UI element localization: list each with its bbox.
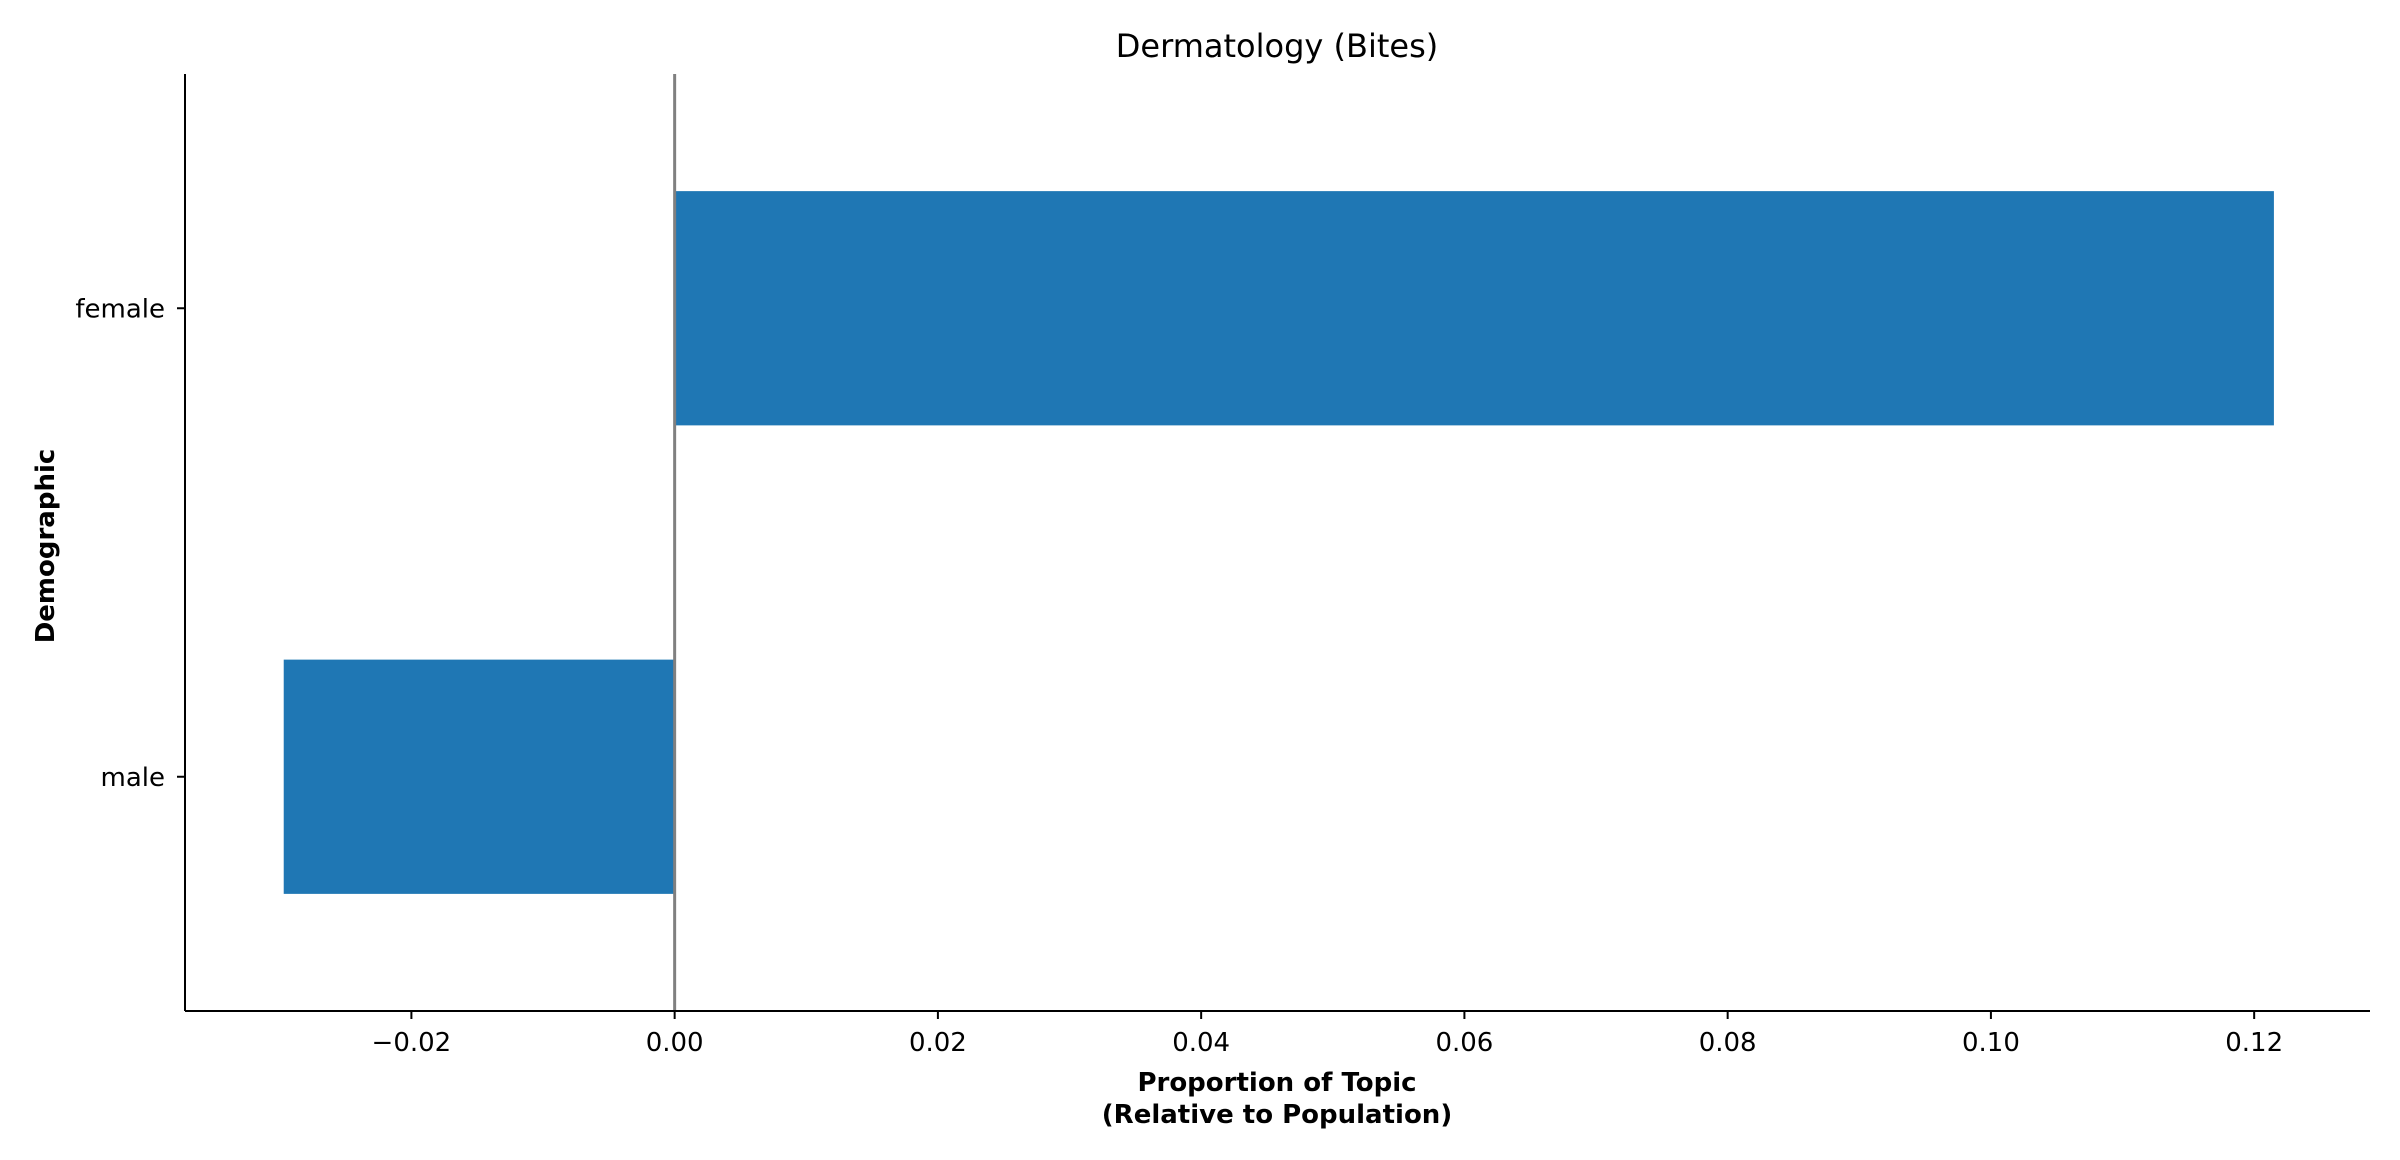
x-tick-label: 0.00 (646, 1028, 704, 1058)
x-tick-label: 0.10 (1962, 1028, 2020, 1058)
y-ticks-layer: female male (75, 294, 185, 793)
y-axis-label: Demographic (31, 449, 61, 644)
x-tick-label: 0.06 (1435, 1028, 1493, 1058)
x-tick-label: −0.02 (372, 1028, 452, 1058)
x-axis-label-line-2: (Relative to Population) (1102, 1100, 1452, 1130)
x-tick-label: 0.04 (1172, 1028, 1230, 1058)
x-axis-label-line-1: Proportion of Topic (1137, 1068, 1416, 1098)
bars-layer (283, 191, 2274, 894)
x-tick-label: 0.12 (2225, 1028, 2283, 1058)
x-ticks-layer: −0.02 0.00 0.02 0.04 0.06 0.08 0.10 0.12 (372, 1011, 2283, 1058)
chart-title: Dermatology (Bites) (1116, 27, 1438, 65)
x-tick-label: 0.02 (909, 1028, 967, 1058)
y-tick-label-female: female (75, 294, 165, 324)
y-tick-label-male: male (101, 763, 165, 793)
x-tick-label: 0.08 (1699, 1028, 1757, 1058)
bar-female (674, 191, 2274, 426)
bar-male (283, 659, 675, 894)
